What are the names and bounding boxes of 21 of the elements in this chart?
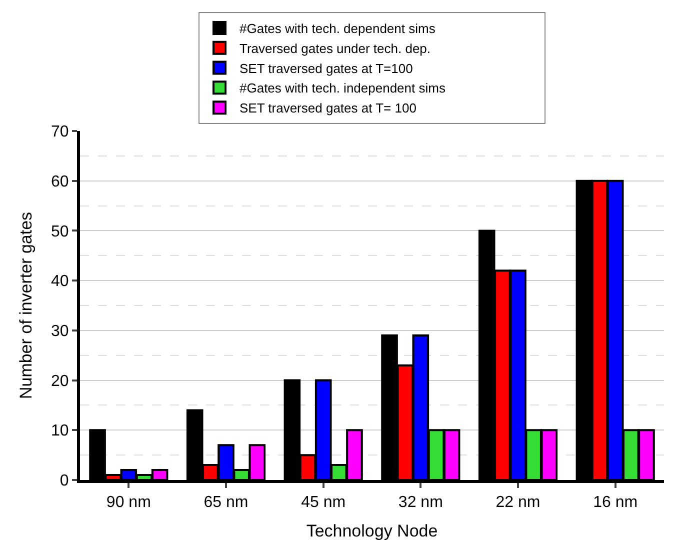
legend-label: #Gates with tech. independent sims bbox=[240, 80, 446, 96]
x-axis-title: Technology Node bbox=[306, 522, 438, 541]
y-tick-label: 20 bbox=[51, 372, 69, 390]
y-tick-label: 10 bbox=[51, 422, 69, 440]
x-tick-label: 65 nm bbox=[204, 494, 248, 512]
y-axis-title: Number of inverter gates bbox=[16, 212, 36, 400]
y-tick-label: 0 bbox=[60, 472, 69, 490]
x-tick-label: 22 nm bbox=[496, 494, 540, 512]
y-tick-label: 40 bbox=[51, 273, 69, 290]
y-tick-label: 70 bbox=[51, 124, 69, 141]
legend-label: SET traversed gates at T=100 bbox=[240, 60, 413, 76]
x-tick-label: 16 nm bbox=[593, 494, 638, 512]
legend-label: Traversed gates under tech. dep. bbox=[240, 40, 431, 56]
x-tick-label: 32 nm bbox=[398, 494, 443, 512]
legend-label: SET traversed gates at T= 100 bbox=[240, 100, 416, 116]
x-tick-label: 90 nm bbox=[106, 494, 151, 512]
legend-label: #Gates with tech. dependent sims bbox=[240, 21, 436, 36]
y-tick-label: 30 bbox=[51, 323, 69, 340]
y-tick-label: 60 bbox=[51, 173, 69, 190]
y-tick-label: 50 bbox=[51, 223, 69, 240]
x-tick-label: 45 nm bbox=[301, 494, 346, 512]
